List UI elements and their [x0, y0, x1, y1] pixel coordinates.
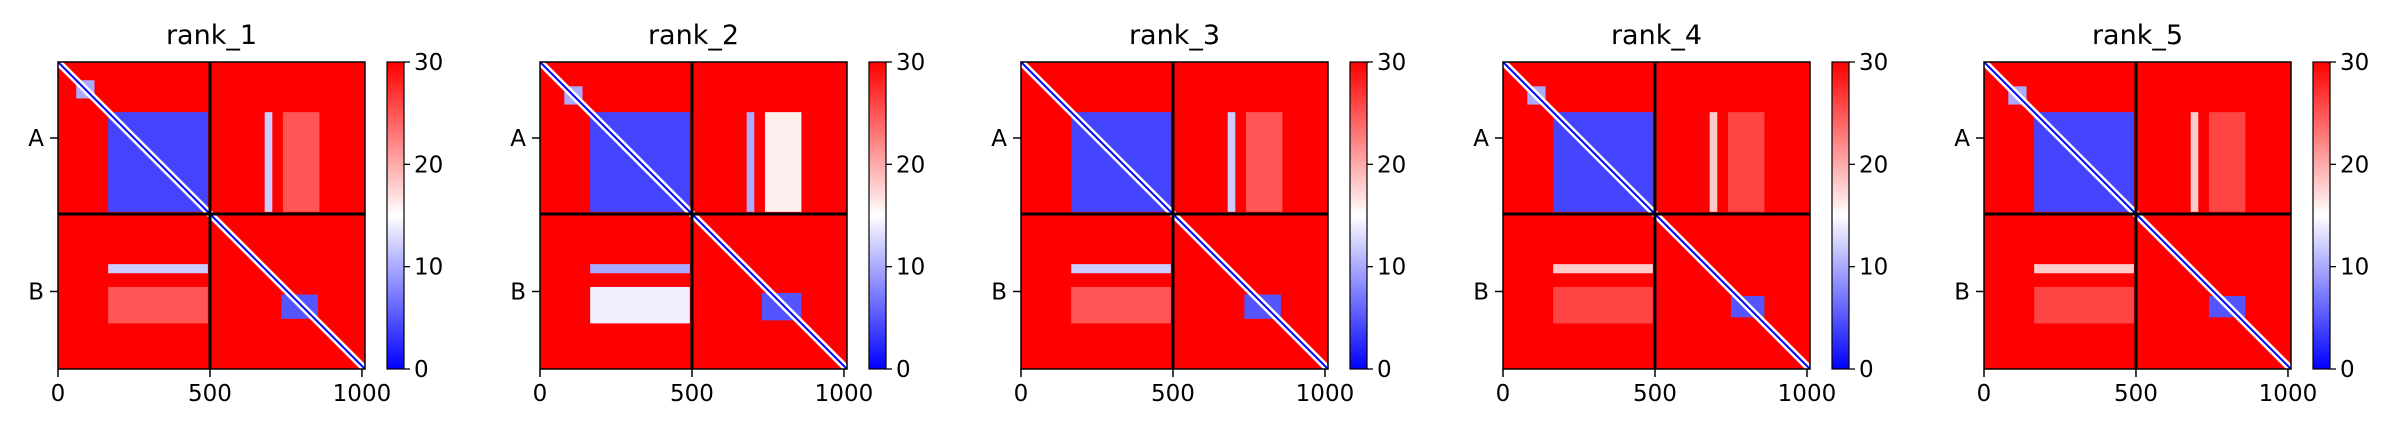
panel-title: rank_4	[1611, 20, 1702, 51]
diagonal-line	[58, 62, 365, 369]
heatmap-cell-region-5	[590, 264, 690, 274]
heatmap-cell-region-4	[764, 112, 802, 212]
colorbar-tick-label: 30	[1859, 50, 1888, 76]
diagonal-line	[1984, 62, 2291, 369]
colorbar-tick-label: 20	[414, 152, 443, 178]
colorbar-tick-label: 10	[2340, 255, 2369, 281]
x-tick-label: 0	[1014, 381, 1029, 407]
x-tick-label: 1000	[2259, 381, 2318, 407]
heatmap-cell-region-4	[2208, 112, 2246, 212]
colorbar	[386, 61, 405, 370]
colorbar-tick-label: 20	[896, 152, 925, 178]
panel-title: rank_1	[166, 20, 257, 51]
colorbar-tick-label: 0	[1859, 357, 1874, 383]
diagonal-line	[1021, 62, 1328, 369]
heatmap-body	[1021, 62, 1328, 369]
heatmap-cell-region-4	[1727, 112, 1765, 212]
y-tick-label-chain: B	[28, 279, 44, 305]
heatmap-frame	[1020, 61, 1329, 370]
x-tick-label: 0	[1496, 381, 1511, 407]
heatmap-cell-region-6	[1553, 286, 1653, 324]
heatmap-cell-region-5	[2034, 264, 2134, 274]
panel-title: rank_2	[648, 20, 739, 51]
pae-panel-1: rank_1 0 500 1000 A B 0 10 20 30	[28, 20, 443, 407]
heatmap-cell-region-5	[1553, 264, 1653, 274]
x-tick-label: 0	[51, 381, 66, 407]
pae-panel-3: rank_3 0 500 1000 A B 0 10 20 30	[991, 20, 1406, 407]
heatmap-cell-region-3	[264, 112, 273, 212]
heatmap-cell-region-5	[108, 264, 208, 274]
heatmap-frame	[539, 61, 848, 370]
y-tick-label-chain: B	[991, 279, 1007, 305]
colorbar	[1349, 61, 1368, 370]
y-tick-label-chain: A	[991, 126, 1007, 152]
x-tick-label: 0	[533, 381, 548, 407]
colorbar-tick-label: 20	[1859, 152, 1888, 178]
colorbar-tick-label: 30	[2340, 50, 2369, 76]
diagonal-line	[540, 62, 847, 369]
x-tick-label: 500	[188, 381, 232, 407]
colorbar-tick-label: 0	[896, 357, 911, 383]
y-tick-label-chain: B	[510, 279, 526, 305]
heatmap-frame	[1983, 61, 2292, 370]
heatmap-cell-region-4	[282, 112, 320, 212]
colorbar-tick-label: 30	[414, 50, 443, 76]
x-tick-label: 500	[670, 381, 714, 407]
heatmap-body	[58, 62, 365, 369]
heatmap-cell-region-6	[2034, 286, 2134, 324]
colorbar-tick-label: 0	[414, 357, 429, 383]
x-tick-label: 1000	[333, 381, 392, 407]
y-tick-label-chain: A	[1954, 126, 1970, 152]
heatmap-cell-region-3	[1709, 112, 1718, 212]
x-tick-label: 500	[1633, 381, 1677, 407]
heatmap-cell-region-5	[1071, 286, 1171, 324]
y-tick-label-chain: A	[510, 126, 526, 152]
colorbar-tick-label: 20	[2340, 152, 2369, 178]
colorbar-tick-label: 0	[1377, 357, 1392, 383]
heatmap-cell-region-3	[746, 112, 755, 212]
heatmap-body	[540, 62, 847, 369]
y-tick-label-chain: A	[28, 126, 44, 152]
heatmap-cell-region-3	[2190, 112, 2199, 212]
colorbar-tick-label: 10	[414, 255, 443, 281]
heatmap-cell-region-4	[1071, 264, 1171, 274]
x-tick-label: 1000	[1778, 381, 1837, 407]
heatmap-cell-region-6	[590, 286, 690, 324]
x-tick-label: 0	[1977, 381, 1992, 407]
colorbar-tick-label: 10	[1859, 255, 1888, 281]
heatmap-body	[1503, 62, 1810, 369]
colorbar-tick-label: 20	[1377, 152, 1406, 178]
panel-title: rank_5	[2092, 20, 2183, 51]
x-tick-label: 1000	[1296, 381, 1355, 407]
colorbar	[1831, 61, 1850, 370]
y-tick-label-chain: B	[1473, 279, 1489, 305]
panel-title: rank_3	[1129, 20, 1220, 51]
colorbar-tick-label: 30	[896, 50, 925, 76]
heatmap-cell-region-6	[108, 286, 208, 324]
pae-panel-4: rank_4 0 500 1000 A B 0 10 20 30	[1473, 20, 1888, 407]
pae-panel-2: rank_2 0 500 1000 A B 0 10 20 30	[510, 20, 925, 407]
heatmap-cell-region-2	[1227, 112, 1236, 212]
colorbar	[2312, 61, 2331, 370]
colorbar-tick-label: 30	[1377, 50, 1406, 76]
x-tick-label: 500	[2114, 381, 2158, 407]
colorbar-tick-label: 0	[2340, 357, 2355, 383]
heatmap-frame	[1502, 61, 1811, 370]
y-tick-label-chain: A	[1473, 126, 1489, 152]
x-tick-label: 1000	[815, 381, 874, 407]
colorbar-tick-label: 10	[1377, 255, 1406, 281]
colorbar-tick-label: 10	[896, 255, 925, 281]
heatmap-cell-region-3	[1245, 112, 1283, 212]
x-tick-label: 500	[1151, 381, 1195, 407]
pae-panel-5: rank_5 0 500 1000 A B 0 10 20 30	[1954, 20, 2369, 407]
y-tick-label-chain: B	[1954, 279, 1970, 305]
diagonal-line	[1503, 62, 1810, 369]
heatmap-body	[1984, 62, 2291, 369]
colorbar	[868, 61, 887, 370]
heatmap-frame	[57, 61, 366, 370]
